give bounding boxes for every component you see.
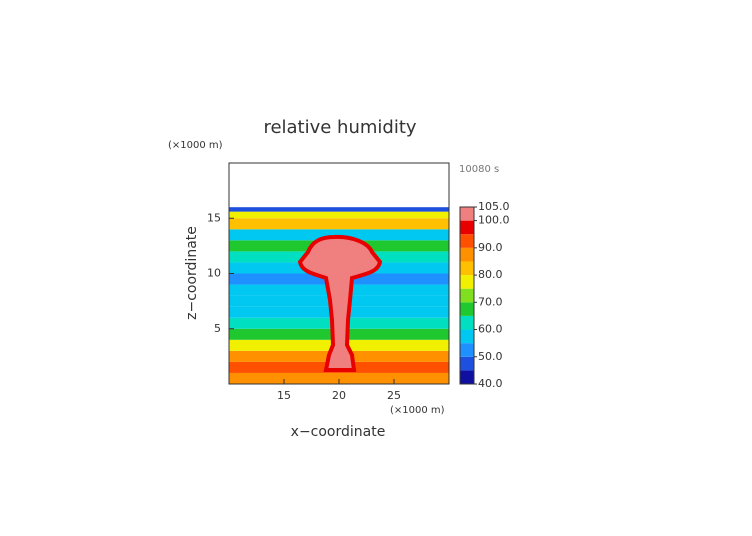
colorbar-band: [460, 207, 474, 221]
y-label: z−coordinate: [184, 226, 200, 320]
colorbar-band: [460, 302, 474, 316]
colorbar-frame: [459, 206, 475, 385]
x-tick-label: 20: [332, 389, 346, 402]
y-tick-label: 10: [207, 267, 221, 280]
plume: [297, 234, 383, 372]
colorbar-band: [460, 220, 474, 235]
y-tick-label: 15: [207, 211, 221, 224]
field-band: [229, 211, 449, 219]
y-tick-label: 5: [214, 322, 221, 335]
colorbar-label: 90.0: [478, 241, 503, 254]
x-unit: (×1000 m): [390, 405, 445, 416]
field-band: [229, 372, 449, 384]
colorbar-band: [460, 261, 474, 276]
colorbar-band: [460, 275, 474, 289]
colorbar-band: [460, 329, 474, 344]
colorbar-band: [460, 343, 474, 357]
colorbar-band: [460, 234, 474, 248]
colorbar-label: 60.0: [478, 323, 503, 336]
field-band: [229, 218, 449, 230]
colorbar-band: [460, 315, 474, 330]
colorbar-label: 100.0: [478, 214, 510, 227]
colorbar-band: [460, 370, 474, 384]
colorbar-band: [460, 356, 474, 371]
field-band: [229, 207, 449, 212]
x-tick-label: 25: [387, 389, 401, 402]
colorbar-band: [460, 247, 474, 262]
y-unit: (×1000 m): [168, 140, 223, 151]
colorbar-band: [460, 288, 474, 303]
field-band: [229, 229, 449, 241]
time-label: 10080 s: [459, 164, 499, 175]
x-tick-label: 15: [277, 389, 291, 402]
colorbar-label: 80.0: [478, 268, 503, 281]
colorbar-label: 105.0: [478, 200, 510, 213]
colorbar-label: 70.0: [478, 295, 503, 308]
colorbar-label: 50.0: [478, 350, 503, 363]
x-label: x−coordinate: [291, 424, 386, 440]
colorbar-label: 40.0: [478, 377, 503, 390]
chart-title: relative humidity: [263, 117, 416, 138]
